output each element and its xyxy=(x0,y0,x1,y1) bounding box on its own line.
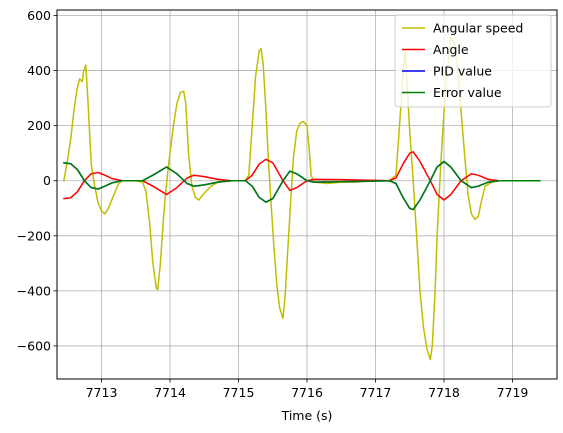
x-tick-label: 7719 xyxy=(497,385,529,400)
y-axis: −600 −400 −200 0 200 400 600 xyxy=(17,8,57,353)
x-tick-label: 7716 xyxy=(291,385,323,400)
x-tick-label: 7713 xyxy=(86,385,118,400)
y-tick-label: −400 xyxy=(17,283,51,298)
series-line-angular-speed xyxy=(63,36,541,361)
x-tick-label: 7718 xyxy=(428,385,460,400)
legend-label: Angle xyxy=(433,42,469,57)
legend-label: Error value xyxy=(433,85,502,100)
y-tick-label: −200 xyxy=(17,228,51,243)
y-tick-label: 0 xyxy=(43,173,51,188)
y-tick-label: −600 xyxy=(17,338,51,353)
y-tick-label: 600 xyxy=(27,8,51,23)
x-axis-label: Time (s) xyxy=(281,408,333,423)
x-tick-label: 7714 xyxy=(154,385,186,400)
legend-box xyxy=(394,14,552,108)
legend-label: PID value xyxy=(433,64,492,79)
series-layer xyxy=(63,36,541,361)
y-tick-label: 200 xyxy=(27,118,51,133)
x-tick-label: 7715 xyxy=(223,385,255,400)
y-tick-label: 400 xyxy=(27,63,51,78)
legend: Angular speed Angle PID value Error value xyxy=(394,14,552,108)
x-tick-label: 7717 xyxy=(360,385,392,400)
x-axis: 7713 7714 7715 7716 7717 7718 7719 xyxy=(86,379,529,400)
legend-label: Angular speed xyxy=(433,21,523,36)
series-line-error-value xyxy=(63,160,541,211)
series-line-angle xyxy=(63,151,541,201)
